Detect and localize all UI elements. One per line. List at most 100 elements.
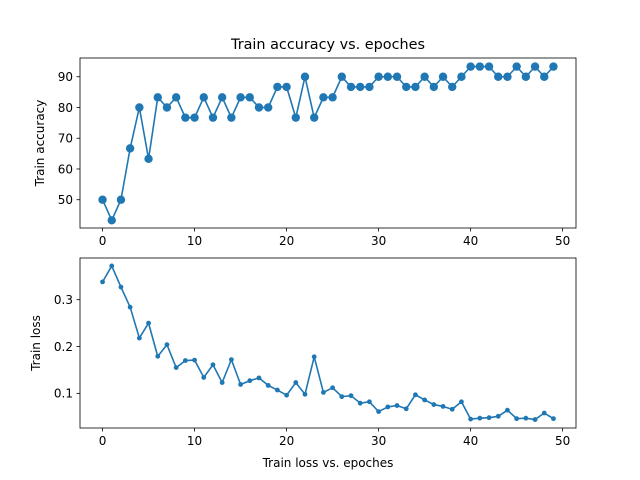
accuracy-y-tick-label: 50 bbox=[58, 193, 73, 207]
loss-x-tick-label: 0 bbox=[99, 434, 107, 448]
loss-x-tick-label: 20 bbox=[279, 434, 294, 448]
accuracy-data-point bbox=[383, 72, 393, 81]
accuracy-x-tick-label: 10 bbox=[187, 234, 202, 248]
accuracy-data-point bbox=[448, 82, 457, 92]
accuracy-chart-title: Train accuracy vs. epoches bbox=[230, 37, 425, 53]
loss-series-layer bbox=[100, 263, 556, 422]
accuracy-y-tick-label: 90 bbox=[58, 70, 73, 84]
accuracy-data-point bbox=[282, 82, 291, 92]
loss-data-point bbox=[468, 416, 474, 422]
accuracy-data-point bbox=[98, 195, 107, 204]
loss-data-point bbox=[403, 406, 409, 412]
loss-axes-frame bbox=[79, 257, 577, 429]
loss-data-point bbox=[449, 406, 455, 412]
accuracy-data-point bbox=[107, 216, 116, 225]
accuracy-data-point bbox=[310, 113, 319, 122]
loss-data-point bbox=[394, 403, 400, 408]
accuracy-tick-layer: 0 10 20 30 40 50 50 60 70 80 90 bbox=[58, 70, 571, 248]
loss-series-line bbox=[101, 265, 554, 421]
accuracy-data-point bbox=[254, 103, 264, 112]
accuracy-data-point bbox=[116, 195, 126, 204]
loss-data-point bbox=[431, 402, 437, 407]
loss-data-point bbox=[265, 382, 271, 388]
loss-data-point bbox=[136, 335, 142, 341]
accuracy-data-point bbox=[300, 72, 310, 81]
loss-data-point bbox=[155, 353, 161, 359]
accuracy-data-point bbox=[346, 82, 356, 92]
loss-data-point bbox=[477, 415, 483, 421]
loss-data-point bbox=[100, 279, 105, 285]
loss-data-point bbox=[302, 391, 308, 397]
loss-x-tick-label: 50 bbox=[555, 434, 570, 448]
accuracy-data-point bbox=[236, 93, 245, 102]
accuracy-x-tick-label: 20 bbox=[279, 234, 294, 248]
loss-data-point bbox=[173, 365, 179, 370]
accuracy-data-point bbox=[484, 62, 494, 71]
loss-data-point bbox=[459, 399, 464, 405]
accuracy-data-point bbox=[153, 93, 162, 102]
loss-x-tick-label: 10 bbox=[187, 434, 202, 448]
accuracy-data-point bbox=[420, 72, 429, 81]
accuracy-data-point bbox=[374, 72, 383, 81]
loss-x-tick-label: 30 bbox=[371, 434, 386, 448]
accuracy-data-point bbox=[475, 62, 485, 71]
loss-data-point bbox=[284, 392, 289, 398]
loss-data-point bbox=[541, 410, 547, 416]
accuracy-data-point bbox=[549, 62, 558, 71]
loss-data-point bbox=[228, 357, 234, 363]
accuracy-y-tick-label: 70 bbox=[58, 132, 73, 146]
loss-data-point bbox=[219, 380, 225, 385]
accuracy-data-point bbox=[208, 113, 218, 122]
loss-data-point bbox=[192, 357, 197, 363]
accuracy-x-tick-label: 40 bbox=[463, 234, 478, 248]
accuracy-data-point bbox=[438, 72, 448, 81]
loss-data-point bbox=[201, 375, 207, 380]
accuracy-data-point bbox=[199, 93, 208, 102]
accuracy-x-tick-label: 0 bbox=[99, 234, 107, 248]
loss-data-point bbox=[348, 393, 354, 399]
loss-data-point bbox=[422, 397, 428, 403]
accuracy-data-point bbox=[365, 82, 374, 92]
accuracy-data-point bbox=[135, 103, 144, 112]
accuracy-data-point bbox=[494, 72, 503, 81]
loss-data-point bbox=[495, 413, 501, 419]
accuracy-data-point bbox=[162, 103, 172, 112]
loss-subplot: Train loss Train loss vs. epoches 0 10 20 3… bbox=[29, 257, 577, 470]
accuracy-data-point bbox=[402, 82, 411, 92]
loss-data-point bbox=[505, 407, 510, 413]
loss-data-point bbox=[293, 380, 299, 385]
loss-data-point bbox=[164, 342, 170, 348]
loss-data-point bbox=[210, 362, 216, 368]
loss-data-point bbox=[367, 399, 372, 405]
loss-data-point bbox=[109, 263, 115, 269]
accuracy-data-point bbox=[273, 82, 282, 92]
loss-data-point bbox=[514, 416, 520, 422]
loss-data-point bbox=[274, 387, 280, 393]
accuracy-y-tick-label: 60 bbox=[58, 162, 73, 176]
accuracy-series-layer bbox=[98, 62, 558, 225]
loss-data-point bbox=[118, 284, 124, 290]
loss-y-tick-label: 0.3 bbox=[54, 293, 73, 307]
accuracy-data-point bbox=[521, 72, 531, 81]
accuracy-data-point bbox=[429, 82, 439, 92]
loss-data-point bbox=[311, 354, 317, 360]
loss-data-point bbox=[440, 404, 446, 409]
loss-data-point bbox=[486, 415, 492, 421]
accuracy-data-point bbox=[512, 62, 521, 71]
loss-data-point bbox=[376, 409, 382, 415]
loss-data-point bbox=[321, 390, 326, 395]
accuracy-data-point bbox=[291, 113, 300, 122]
accuracy-data-point bbox=[125, 144, 135, 153]
loss-data-point bbox=[127, 304, 133, 310]
accuracy-data-point bbox=[144, 154, 153, 164]
loss-y-axis-label: Train loss bbox=[29, 315, 43, 372]
accuracy-axes-frame bbox=[79, 57, 577, 229]
accuracy-data-point bbox=[457, 72, 466, 81]
accuracy-data-point bbox=[171, 93, 181, 102]
loss-data-point bbox=[247, 378, 253, 384]
loss-data-point bbox=[523, 415, 529, 421]
loss-y-tick-label: 0.2 bbox=[54, 340, 73, 354]
accuracy-subplot: Train accuracy vs. epoches Train accurac… bbox=[33, 37, 577, 248]
loss-data-point bbox=[238, 382, 243, 387]
